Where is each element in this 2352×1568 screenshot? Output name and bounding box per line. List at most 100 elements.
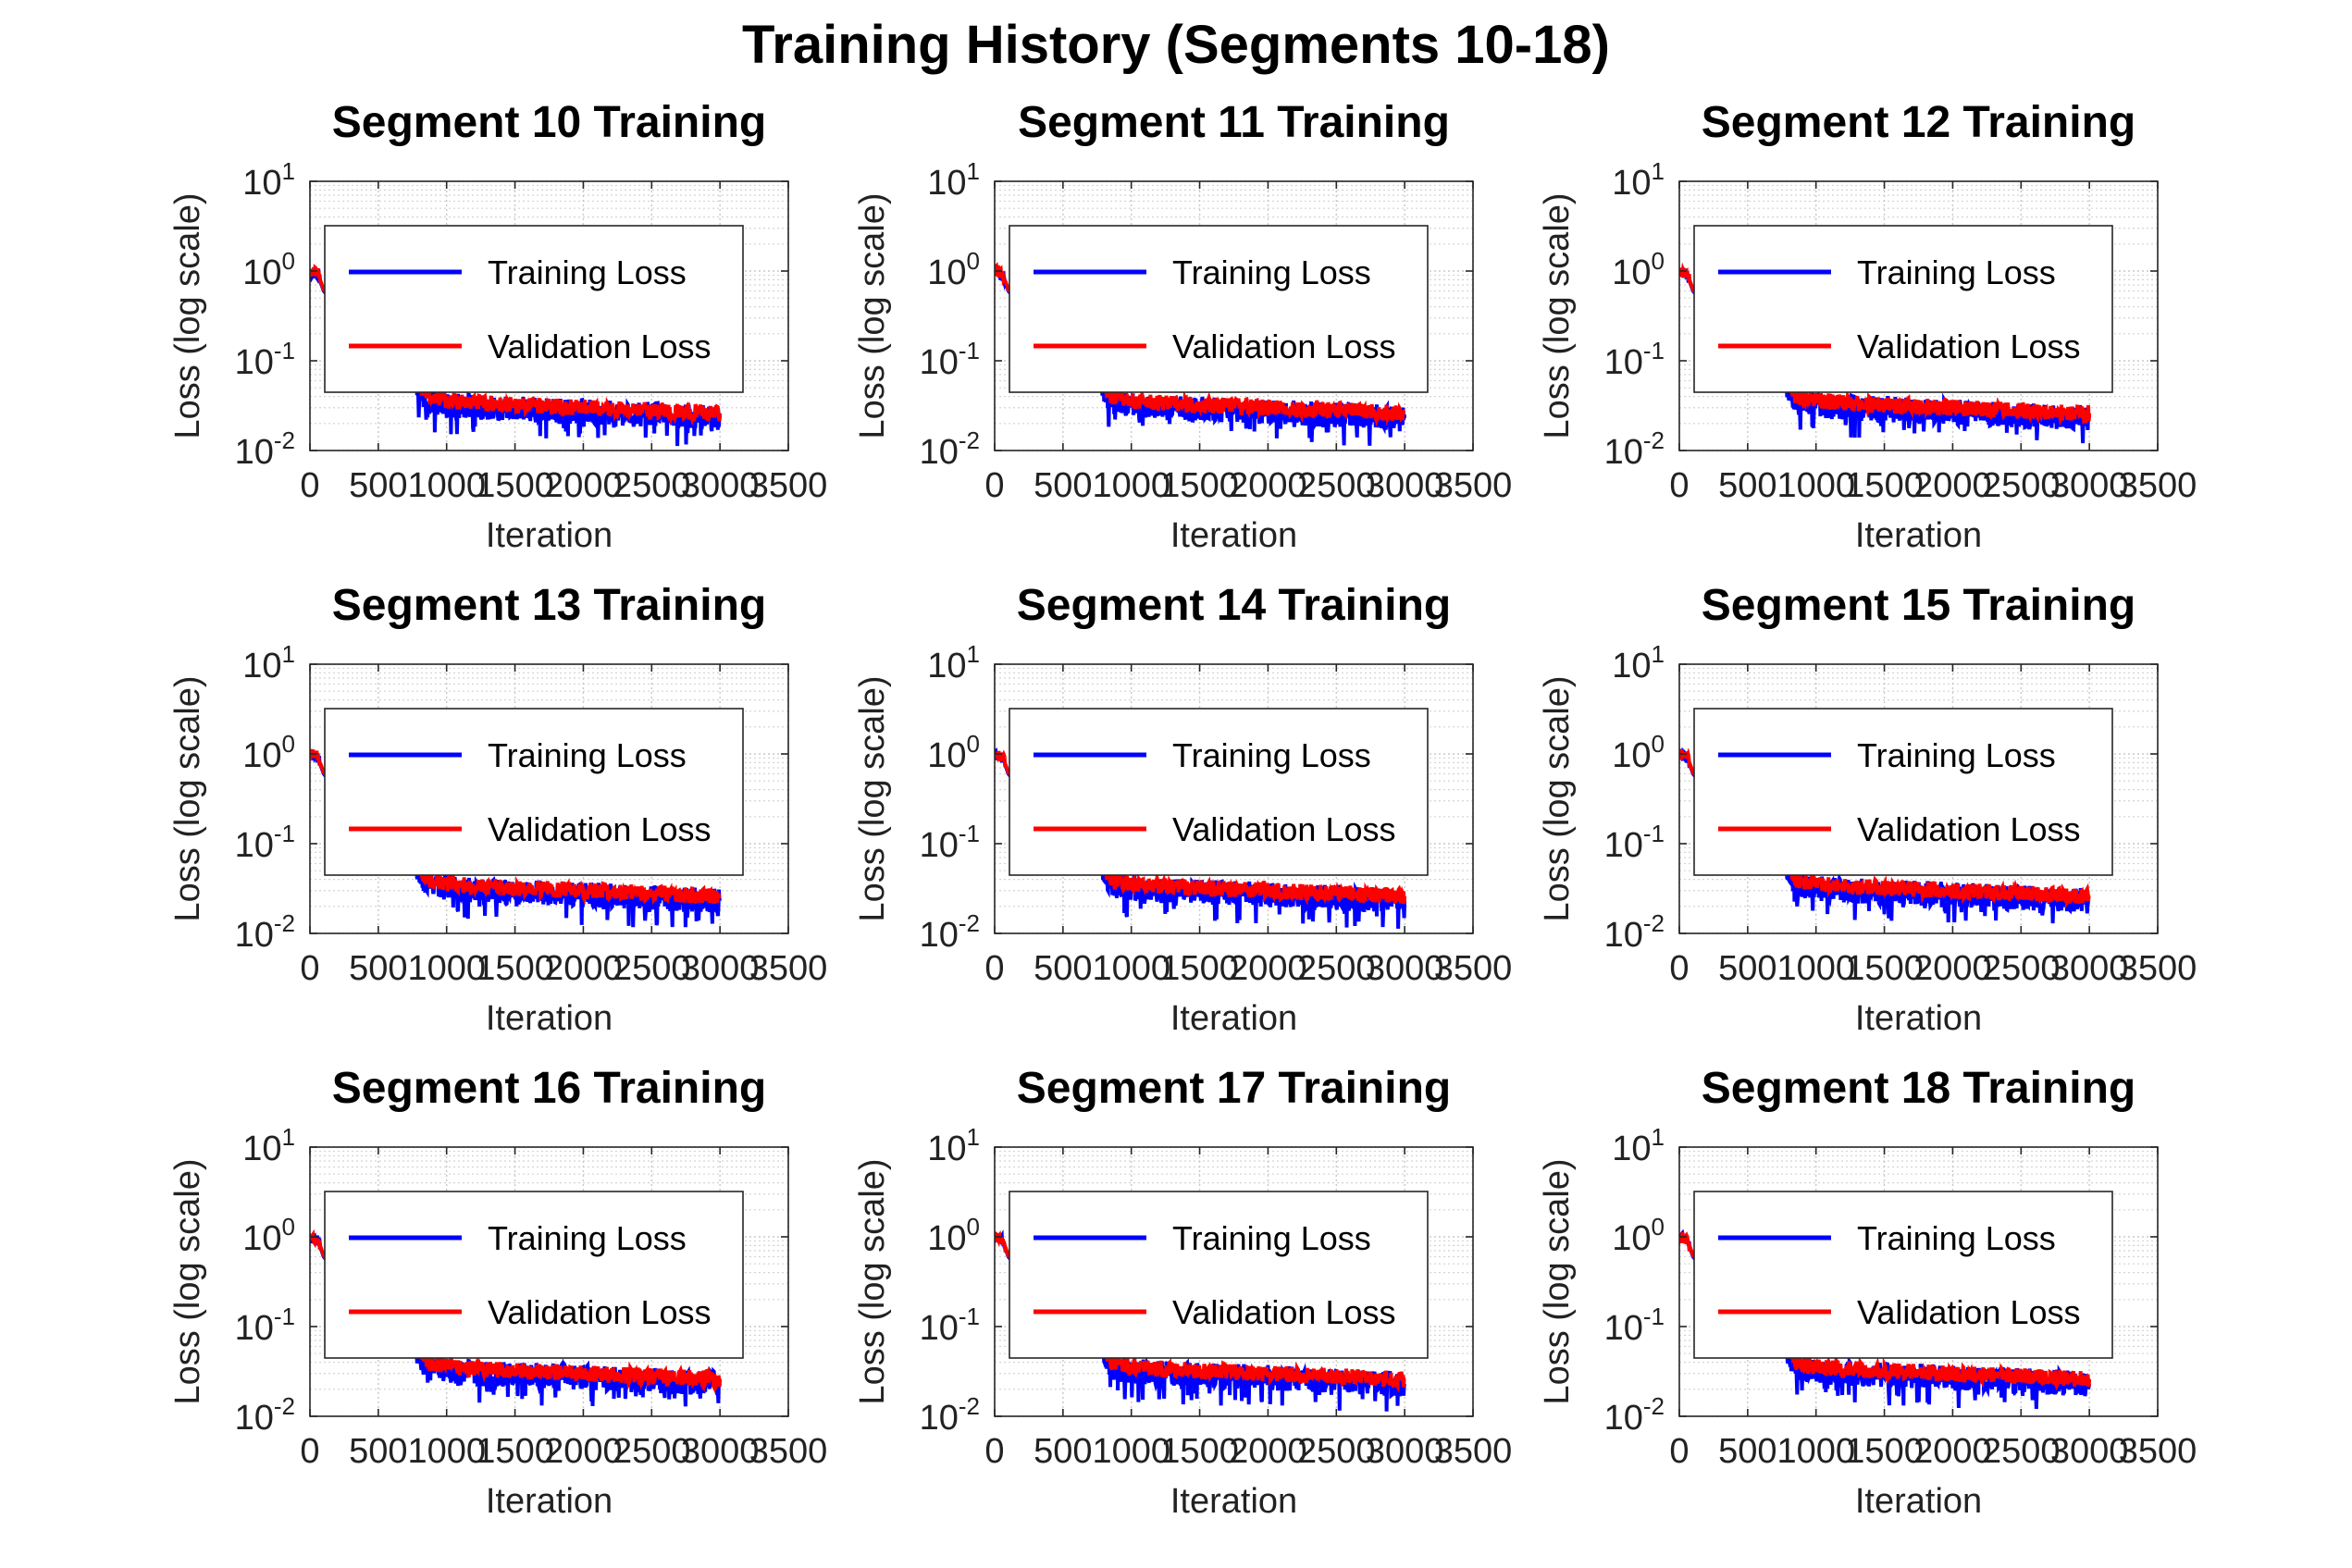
x-tick-label: 3500 [1434, 949, 1513, 988]
x-tick-label: 0 [984, 1432, 1004, 1471]
subplot-title: Segment 13 Training [332, 581, 766, 630]
legend-label-training-loss: Training Loss [488, 1219, 687, 1257]
x-tick-label: 0 [1669, 949, 1689, 988]
legend: Training Loss Validation Loss [324, 225, 744, 393]
y-axis-label: Loss (log scale) [853, 1158, 892, 1404]
x-axis-label: Iteration [1170, 999, 1297, 1038]
y-tick-label: 100 [242, 247, 295, 292]
x-tick-label: 1500 [1160, 1432, 1239, 1471]
x-tick-label: 1000 [1776, 1432, 1855, 1471]
legend-box [1009, 708, 1429, 876]
y-tick-label: 10-2 [920, 426, 980, 472]
y-tick-label: 101 [242, 157, 295, 203]
x-tick-label: 500 [349, 949, 407, 988]
legend: Training Loss Validation Loss [1693, 708, 2113, 876]
y-tick-label: 100 [242, 730, 295, 775]
x-tick-label: 500 [349, 1432, 407, 1471]
y-tick-label: 101 [927, 1123, 980, 1168]
x-tick-label: 3000 [2050, 949, 2129, 988]
y-axis-label: Loss (log scale) [1538, 1158, 1577, 1404]
y-axis-label: Loss (log scale) [168, 1158, 207, 1404]
x-tick-label: 2000 [1913, 466, 1992, 505]
x-tick-label: 500 [1034, 466, 1092, 505]
x-tick-label: 2500 [1982, 949, 2061, 988]
legend: Training Loss Validation Loss [1009, 225, 1429, 393]
x-axis-label: Iteration [1170, 1482, 1297, 1521]
axes-box [1678, 180, 2159, 451]
axes-box [309, 1146, 789, 1417]
x-tick-label: 500 [1718, 466, 1776, 505]
subplot-title: Segment 18 Training [1702, 1064, 2135, 1113]
legend-box [1009, 1191, 1429, 1359]
y-tick-label: 10-2 [1604, 1392, 1665, 1438]
legend-box [324, 225, 744, 393]
subplot-title: Segment 12 Training [1702, 98, 2135, 147]
subplot-title: Segment 16 Training [332, 1064, 766, 1113]
x-tick-label: 1000 [1776, 949, 1855, 988]
x-tick-label: 0 [300, 1432, 319, 1471]
legend-label-validation-loss: Validation Loss [1857, 327, 2081, 365]
legend: Training Loss Validation Loss [324, 1191, 744, 1359]
x-tick-label: 1500 [1845, 949, 1924, 988]
legend-label-validation-loss: Validation Loss [1857, 1293, 2081, 1331]
x-tick-label: 3000 [681, 466, 760, 505]
legend-label-validation-loss: Validation Loss [1172, 1293, 1396, 1331]
y-tick-label: 10-2 [920, 1392, 980, 1438]
y-tick-label: 10-2 [235, 1392, 295, 1438]
y-tick-label: 101 [1612, 157, 1665, 203]
y-tick-label: 101 [242, 1123, 295, 1168]
y-tick-label: 100 [242, 1213, 295, 1258]
legend-box [1693, 225, 2113, 393]
y-axis-label: Loss (log scale) [168, 675, 207, 921]
y-tick-label: 10-1 [1604, 1303, 1665, 1348]
x-tick-label: 3500 [749, 466, 828, 505]
y-tick-label: 10-1 [920, 820, 980, 865]
axes-box [309, 663, 789, 934]
axes-box [994, 663, 1474, 934]
y-axis-label: Loss (log scale) [1538, 675, 1577, 921]
x-axis-label: Iteration [1170, 516, 1297, 555]
x-tick-label: 500 [1034, 1432, 1092, 1471]
x-tick-label: 1000 [1776, 466, 1855, 505]
x-tick-label: 2500 [1982, 1432, 2061, 1471]
legend: Training Loss Validation Loss [1693, 225, 2113, 393]
x-tick-label: 3000 [681, 1432, 760, 1471]
y-tick-label: 100 [927, 730, 980, 775]
x-tick-label: 0 [300, 949, 319, 988]
legend-label-validation-loss: Validation Loss [488, 327, 712, 365]
legend-label-validation-loss: Validation Loss [488, 810, 712, 848]
legend-box [1009, 225, 1429, 393]
x-tick-label: 2500 [1297, 1432, 1376, 1471]
x-tick-label: 500 [1034, 949, 1092, 988]
x-tick-label: 500 [1718, 949, 1776, 988]
x-tick-label: 1500 [476, 949, 554, 988]
subplot-title: Segment 17 Training [1017, 1064, 1451, 1113]
x-tick-label: 3000 [2050, 1432, 2129, 1471]
legend-label-training-loss: Training Loss [488, 736, 687, 774]
legend-label-training-loss: Training Loss [1857, 1219, 2056, 1257]
x-tick-label: 3000 [1366, 466, 1444, 505]
x-tick-label: 3000 [1366, 949, 1444, 988]
legend-box [1693, 708, 2113, 876]
x-tick-label: 2500 [613, 949, 691, 988]
y-tick-label: 100 [1612, 247, 1665, 292]
x-tick-label: 2000 [1229, 1432, 1307, 1471]
y-tick-label: 10-1 [235, 1303, 295, 1348]
x-tick-label: 2000 [544, 949, 623, 988]
x-tick-label: 2000 [544, 1432, 623, 1471]
x-tick-label: 3000 [681, 949, 760, 988]
x-tick-label: 3500 [2119, 949, 2197, 988]
legend-label-validation-loss: Validation Loss [1857, 810, 2081, 848]
legend-label-validation-loss: Validation Loss [1172, 810, 1396, 848]
y-tick-label: 101 [1612, 1123, 1665, 1168]
axes-box [994, 180, 1474, 451]
subplot-title: Segment 15 Training [1702, 581, 2135, 630]
subplot-title: Segment 10 Training [332, 98, 766, 147]
x-tick-label: 1500 [1845, 1432, 1924, 1471]
